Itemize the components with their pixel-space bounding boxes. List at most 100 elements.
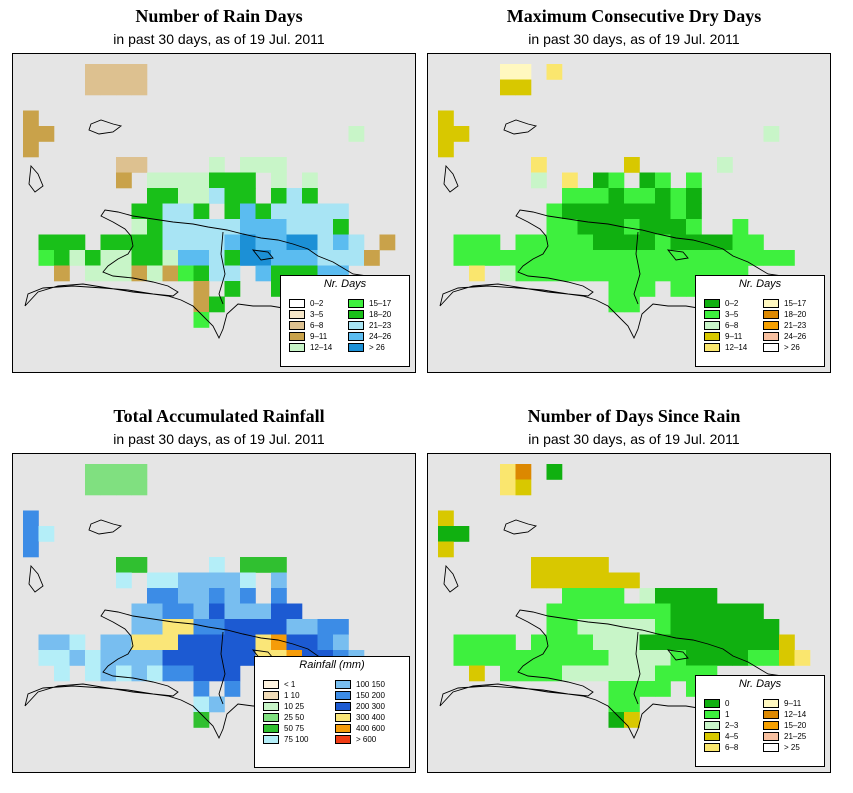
legend-label: 18–20: [784, 309, 807, 319]
grid-cell: [147, 650, 163, 666]
grid-cell: [271, 588, 287, 604]
legend-swatch: [763, 709, 779, 719]
legend-title: Rainfall (mm): [299, 659, 365, 671]
legend-label: 15–17: [369, 298, 392, 308]
grid-cell: [240, 634, 256, 651]
grid-cell: [131, 479, 148, 496]
grid-cell: [732, 634, 749, 651]
grid-cell: [453, 126, 470, 142]
grid-cell: [85, 265, 101, 282]
legend-label: 300 400: [356, 712, 385, 722]
legend-swatch: [335, 679, 351, 689]
grid-cell: [271, 157, 287, 173]
grid-cell: [562, 588, 578, 604]
grid-cell: [686, 650, 702, 666]
grid-cell: [655, 634, 671, 651]
grid-cell: [763, 619, 780, 635]
grid-cell: [348, 250, 365, 266]
grid-cell: [655, 588, 671, 604]
legend-swatch: [704, 731, 720, 741]
grid-cell: [23, 526, 39, 542]
grid-cell: [500, 250, 516, 266]
grid-cell: [748, 250, 764, 266]
grid-cell: [147, 250, 163, 266]
grid-cell: [131, 265, 148, 282]
grid-cell: [546, 619, 563, 635]
grid-cell: [209, 296, 225, 313]
legend-item: 6–8: [704, 742, 738, 752]
island-outline: [24, 119, 386, 340]
grid-cell: [531, 265, 547, 282]
grid-cell: [193, 696, 210, 713]
grid-cell: [670, 603, 687, 620]
grid-cell: [608, 619, 625, 635]
grid-cell: [224, 681, 241, 697]
grid-cell: [438, 141, 454, 158]
legend-swatch: [763, 720, 779, 730]
grid-cell: [593, 188, 609, 204]
grid-cell: [577, 588, 594, 604]
legend-label: 50 75: [284, 723, 305, 733]
legend-item: 150 200: [335, 690, 385, 700]
grid-cell: [732, 603, 749, 620]
grid-cell: [162, 219, 179, 235]
legend-item: 12–14: [763, 709, 806, 719]
grid-cell: [209, 157, 225, 173]
legend-label: 3–5: [725, 309, 739, 319]
grid-cell: [562, 203, 578, 220]
grid-cell: [240, 619, 256, 635]
grid-cell: [147, 234, 163, 251]
grid-cell: [333, 619, 349, 635]
grid-cell: [209, 588, 225, 604]
grid-cell: [624, 665, 640, 682]
grid-cell: [562, 219, 578, 235]
grid-cell: [147, 265, 163, 282]
legend-item: 25 50: [263, 712, 304, 722]
grid-cell: [240, 172, 256, 189]
legend-label: 75 100: [284, 734, 309, 744]
grid-cell: [624, 219, 640, 235]
legend-label: 10 25: [284, 701, 305, 711]
legend-label: > 26: [369, 342, 385, 352]
grid-cell: [116, 172, 132, 189]
grid-cell: [317, 634, 334, 651]
legend-item: > 26: [348, 342, 385, 352]
grid-cell: [608, 296, 625, 313]
legend-swatch: [348, 298, 364, 308]
grid-cell: [224, 234, 241, 251]
grid-cell: [131, 619, 148, 635]
grid-cell: [38, 650, 55, 666]
grid-cell: [763, 250, 780, 266]
grid-cell: [686, 250, 702, 266]
grid-cell: [193, 634, 210, 651]
grid-cell: [271, 172, 287, 189]
grid-cell: [717, 603, 733, 620]
grid-cell: [562, 603, 578, 620]
grid-cell: [655, 219, 671, 235]
grid-cell: [131, 603, 148, 620]
grid-cell: [500, 634, 516, 651]
grid-cell: [69, 250, 86, 266]
grid-cell: [333, 219, 349, 235]
grid-cell: [100, 250, 117, 266]
grid-cell: [286, 203, 303, 220]
grid-cell: [178, 603, 194, 620]
legend-label: 21–25: [784, 731, 807, 741]
grid-cell: [38, 126, 55, 142]
grid-cell: [655, 619, 671, 635]
grid-cell: [577, 234, 594, 251]
grid-cell: [546, 572, 563, 589]
legend-item: 1 10: [263, 690, 300, 700]
grid-cell: [193, 312, 210, 328]
legend-title: Nr. Days: [738, 678, 782, 690]
grid-cell: [302, 619, 318, 635]
grid-cell: [193, 281, 210, 297]
grid-cell: [624, 619, 640, 635]
grid-cell: [271, 572, 287, 589]
grid-cell: [562, 188, 578, 204]
grid-cell: [100, 665, 117, 682]
grid-cell: [593, 265, 609, 282]
grid-cell: [686, 219, 702, 235]
grid-cell: [271, 188, 287, 204]
grid-cell: [515, 650, 532, 666]
